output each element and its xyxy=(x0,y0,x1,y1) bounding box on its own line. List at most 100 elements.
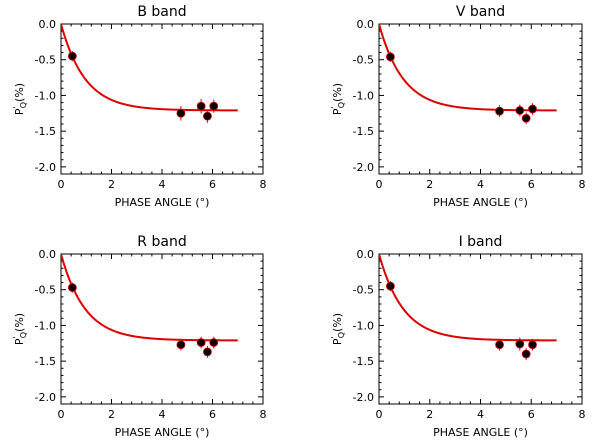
data-point xyxy=(386,281,395,291)
x-tick-label: 4 xyxy=(477,178,484,191)
y-tick-label: -1.0 xyxy=(353,319,374,332)
y-tick-label: 0.0 xyxy=(39,18,57,31)
x-tick-label: 4 xyxy=(477,408,484,421)
data-point xyxy=(521,113,531,123)
y-axis-label: P'Q(%) xyxy=(330,313,346,345)
x-tick-label: 6 xyxy=(528,408,535,421)
y-axis-label-unit: (%) xyxy=(13,313,26,332)
x-tick-label: 8 xyxy=(579,408,586,421)
data-point xyxy=(203,111,212,121)
x-axis-label-unit: (°) xyxy=(195,426,209,439)
data-point xyxy=(67,283,77,292)
x-tick-label: 0 xyxy=(376,178,383,191)
y-axis-label: P'Q(%) xyxy=(330,83,346,115)
y-tick-label: -0.5 xyxy=(35,284,56,297)
y-axis-label-main: P xyxy=(331,108,344,115)
y-tick-label: -1.0 xyxy=(353,89,374,102)
data-point xyxy=(515,106,525,115)
panel-title: V band xyxy=(456,4,505,20)
y-axis-label-unit: (%) xyxy=(13,83,26,102)
y-axis-label-sub: Q xyxy=(19,332,28,338)
x-tick-label: 6 xyxy=(209,408,216,421)
x-axis-label: PHASE ANGLE (°) xyxy=(115,196,210,209)
x-axis-label: PHASE ANGLE (°) xyxy=(433,196,528,209)
y-tick-label: -2.0 xyxy=(35,391,56,404)
y-tick-label: -2.0 xyxy=(353,391,374,404)
y-tick-label: -1.0 xyxy=(35,89,56,102)
y-tick-label: -0.5 xyxy=(353,284,374,297)
y-tick-label: -2.0 xyxy=(353,161,374,174)
x-axis-label-unit: (°) xyxy=(514,196,528,209)
y-axis-label-sub: Q xyxy=(19,102,28,108)
y-tick-label: -0.5 xyxy=(35,54,56,67)
data-point xyxy=(176,108,186,118)
panel-title: B band xyxy=(137,4,186,20)
y-axis-label-prime: ' xyxy=(12,106,21,108)
data-point xyxy=(176,340,186,350)
y-tick-label: -1.5 xyxy=(35,125,56,138)
x-tick-label: 4 xyxy=(159,408,166,421)
x-tick-label: 4 xyxy=(159,178,166,191)
data-point xyxy=(196,338,206,347)
fit-curve xyxy=(61,24,238,112)
x-tick-label: 6 xyxy=(209,178,216,191)
data-point xyxy=(67,51,77,61)
y-tick-label: -0.5 xyxy=(353,54,374,67)
data-point xyxy=(196,101,206,111)
y-tick-label: -1.5 xyxy=(35,355,56,368)
y-tick-label: 0.0 xyxy=(39,248,57,261)
y-axis-label-sub: Q xyxy=(337,102,346,108)
y-axis-label-unit: (%) xyxy=(331,83,344,102)
x-axis-label-text: PHASE ANGLE xyxy=(433,426,514,439)
data-point xyxy=(521,349,531,359)
y-axis-label-main: P xyxy=(13,338,26,345)
x-axis-label-unit: (°) xyxy=(514,426,528,439)
x-tick-label: 0 xyxy=(58,408,65,421)
y-axis-label-prime: ' xyxy=(330,106,339,108)
chart-panel-2: V band 0 2 4 6 8 0.0 -0.5 -1.0 -1.5 -2.0 PHASE ANGL… xyxy=(330,4,586,209)
x-tick-label: 2 xyxy=(108,178,115,191)
panel-title: R band xyxy=(137,234,186,250)
y-axis-label-sub: Q xyxy=(337,332,346,338)
x-axis-label-text: PHASE ANGLE xyxy=(433,196,514,209)
x-tick-label: 2 xyxy=(426,408,433,421)
chart-panel-3: R band 0 2 4 6 8 0.0 -0.5 -1.0 -1.5 -2.0 PHASE ANGL… xyxy=(12,234,267,439)
chart-panel-1: B band 0 2 4 6 8 0.0 -0.5 -1.0 -1.5 -2.0 PHASE ANGL… xyxy=(12,4,267,209)
x-tick-label: 8 xyxy=(260,408,267,421)
fit-curve xyxy=(379,254,557,342)
x-tick-label: 8 xyxy=(579,178,586,191)
y-axis-label-prime: ' xyxy=(330,336,339,338)
y-tick-label: -2.0 xyxy=(35,161,56,174)
x-tick-label: 0 xyxy=(58,178,65,191)
x-tick-label: 2 xyxy=(108,408,115,421)
y-axis-label-unit: (%) xyxy=(331,313,344,332)
y-axis-label-main: P xyxy=(13,108,26,115)
x-axis-label-unit: (°) xyxy=(195,196,209,209)
y-axis-label: P'Q(%) xyxy=(12,313,28,345)
data-point xyxy=(209,101,219,111)
x-tick-label: 0 xyxy=(376,408,383,421)
y-tick-label: 0.0 xyxy=(357,248,375,261)
x-tick-label: 8 xyxy=(260,178,267,191)
data-point xyxy=(209,338,219,347)
y-tick-label: -1.5 xyxy=(353,355,374,368)
fit-curve xyxy=(61,254,238,342)
x-axis-label: PHASE ANGLE (°) xyxy=(115,426,210,439)
y-axis-label-main: P xyxy=(331,338,344,345)
fit-curve xyxy=(379,24,557,112)
panel-title: I band xyxy=(459,234,503,250)
y-tick-label: -1.0 xyxy=(35,319,56,332)
data-point xyxy=(386,52,395,62)
data-point xyxy=(528,340,537,350)
x-axis-label-text: PHASE ANGLE xyxy=(115,426,196,439)
plot-frame xyxy=(378,23,583,175)
x-axis-label-text: PHASE ANGLE xyxy=(115,196,196,209)
data-point xyxy=(495,340,504,350)
chart-panel-4: I band 0 2 4 6 8 0.0 -0.5 -1.0 -1.5 -2.0 PHASE ANGL… xyxy=(330,234,586,439)
y-tick-label: -1.5 xyxy=(353,125,374,138)
data-point xyxy=(515,339,525,349)
y-tick-label: 0.0 xyxy=(357,18,375,31)
data-point xyxy=(528,104,537,114)
plot-frame xyxy=(60,253,264,405)
